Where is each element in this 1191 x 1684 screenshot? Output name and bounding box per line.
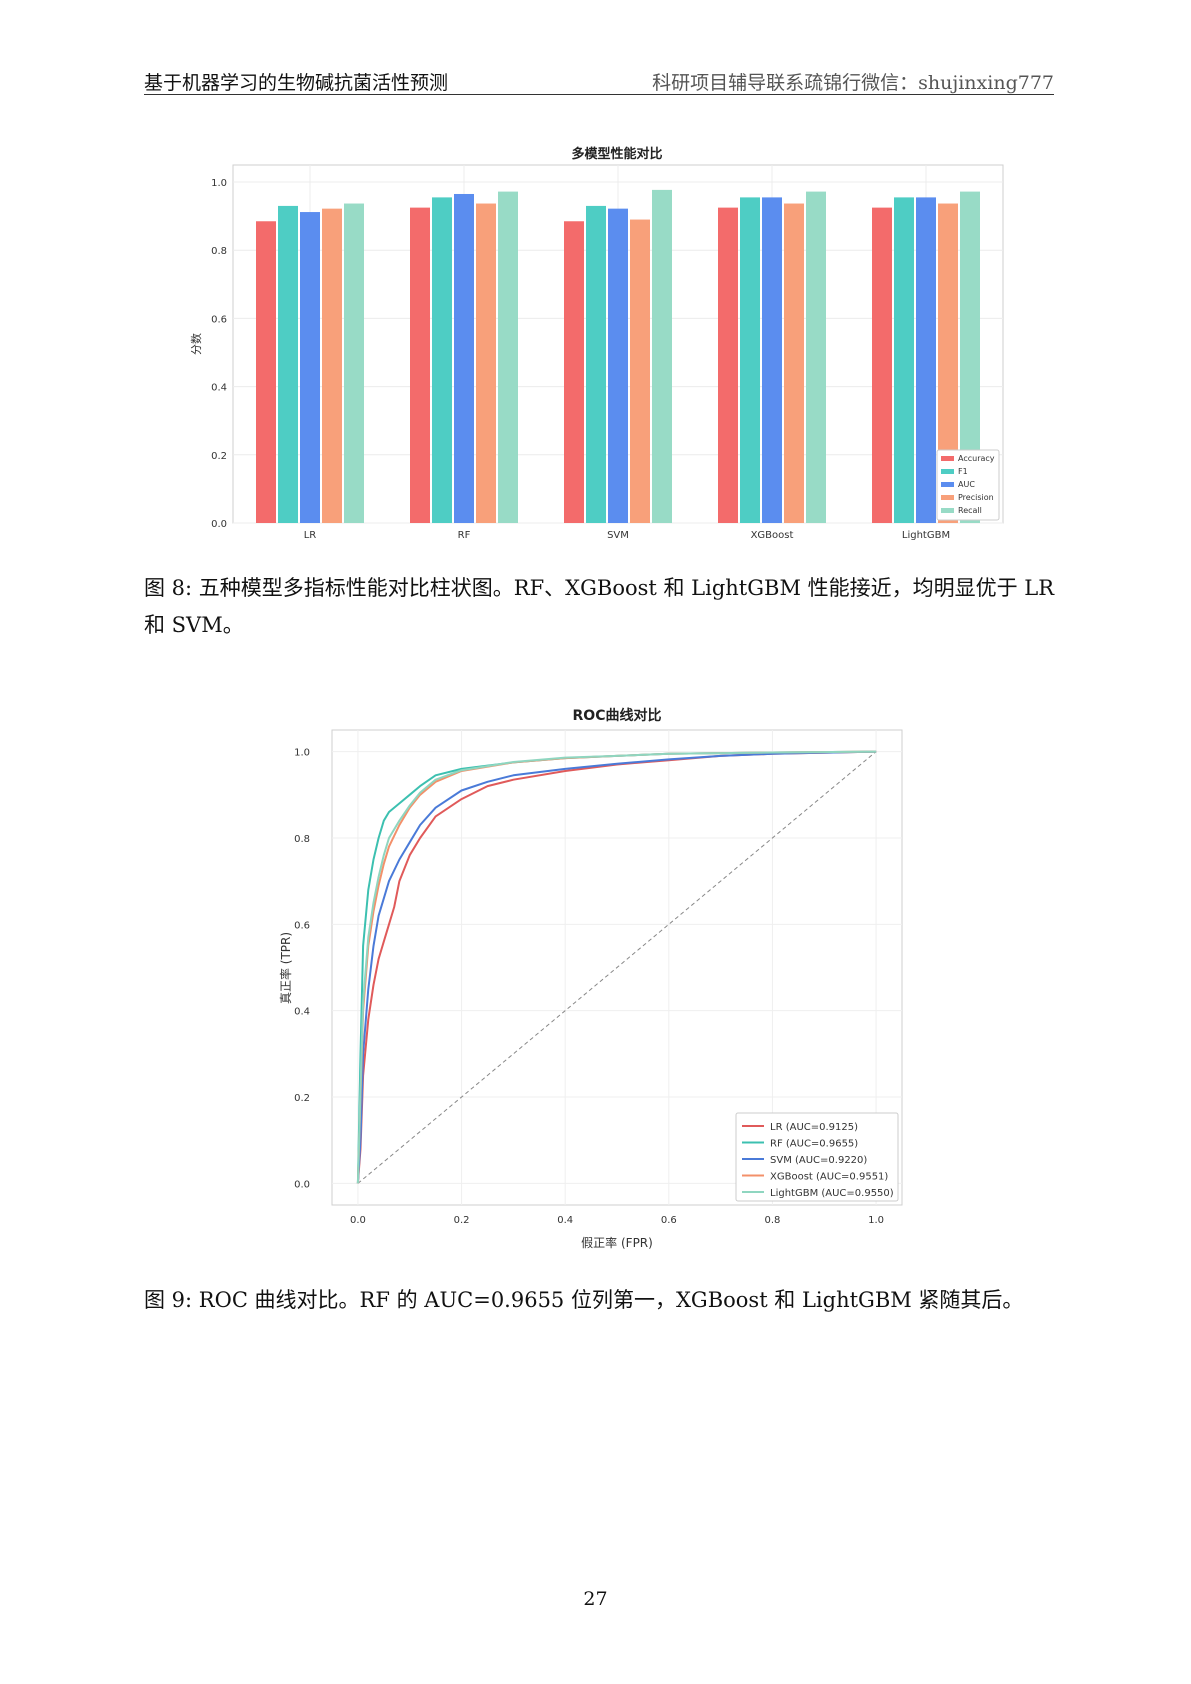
legend-label: Recall	[958, 506, 982, 515]
bar-recall-lr	[344, 203, 364, 523]
x-tick-label: LR	[304, 530, 317, 541]
bar-recall-lightgbm	[960, 191, 980, 523]
x-tick-label: 0.6	[661, 1215, 677, 1226]
figure-8-caption: 图 8: 五种模型多指标性能对比柱状图。RF、XGBoost 和 LightGB…	[144, 576, 1055, 637]
x-tick-label: 0.2	[454, 1215, 470, 1226]
bar-accuracy-svm	[564, 221, 584, 523]
bar-precision-lr	[322, 208, 342, 523]
bar-f1-rf	[432, 197, 452, 523]
bar-recall-xgboost	[806, 191, 826, 523]
x-tick-label: SVM	[607, 530, 629, 541]
x-tick-label: 0.4	[557, 1215, 573, 1226]
contact-note: 科研项目辅导联系疏锦行微信：shujinxing777	[652, 72, 1054, 94]
paper-title: 基于机器学习的生物碱抗菌活性预测	[144, 72, 449, 94]
legend-swatch	[941, 482, 954, 487]
legend-swatch	[941, 495, 954, 500]
legend-label: Accuracy	[958, 454, 995, 463]
roc-curve-lightgbm	[356, 750, 877, 1184]
page-number: 27	[583, 1588, 608, 1610]
bar-precision-svm	[630, 219, 650, 524]
legend-label: LR (AUC=0.9125)	[770, 1122, 858, 1133]
legend-label: AUC	[958, 480, 975, 489]
bar-accuracy-xgboost	[718, 207, 738, 523]
y-tick-label: 0.6	[294, 920, 310, 931]
y-tick-label: 0.4	[294, 1007, 310, 1018]
chart-title: 多模型性能对比	[571, 146, 662, 162]
legend-label: LightGBM (AUC=0.9550)	[770, 1188, 894, 1199]
y-tick-label: 0.0	[294, 1179, 310, 1190]
bar-auc-rf	[454, 193, 474, 523]
y-tick-label: 0.6	[211, 314, 227, 325]
legend-label: F1	[958, 467, 968, 476]
bar-chart: 多模型性能对比 0.0 0.2 0.4 0.6 0.8 1.0 LR RF SVM XGBoost…	[190, 146, 1004, 541]
bar-precision-lightgbm	[938, 203, 958, 523]
y-tick-label: 1.0	[211, 178, 227, 189]
legend-box	[735, 1112, 899, 1202]
x-axis-label: 假正率 (FPR)	[581, 1235, 653, 1250]
bar-f1-xgboost	[740, 197, 760, 523]
bar-f1-lr	[278, 205, 298, 523]
x-tick-label: 1.0	[868, 1215, 884, 1226]
y-tick-label: 0.8	[211, 246, 227, 257]
legend-label: XGBoost (AUC=0.9551)	[770, 1172, 888, 1183]
legend-label: RF (AUC=0.9655)	[770, 1139, 858, 1150]
x-tick-label: 0.0	[350, 1215, 366, 1226]
running-header: 基于机器学习的生物碱抗菌活性预测 科研项目辅导联系疏锦行微信：shujinxin…	[144, 64, 1054, 95]
chart-legend: LR (AUC=0.9125) RF (AUC=0.9655) SVM (AUC=0…	[735, 1112, 899, 1202]
chance-diagonal	[357, 751, 877, 1184]
legend-swatch	[941, 508, 954, 513]
figure-9: ROC曲线对比 0.0 0.2 0.4 0.6 0.8 1.0 0.0 0.2 0.4 0.6 0.…	[270, 700, 920, 1260]
bar-f1-svm	[586, 205, 606, 523]
x-tick-label: XGBoost	[751, 530, 794, 541]
figure-9-caption: 图 9: ROC 曲线对比。RF 的 AUC=0.9655 位列第一，XGBoo…	[144, 1288, 1024, 1312]
figure-8: 多模型性能对比 0.0 0.2 0.4 0.6 0.8 1.0 LR RF SVM XGBoost…	[190, 140, 1010, 550]
bar-accuracy-lightgbm	[872, 207, 892, 523]
chart-legend: Accuracy F1 AUC Precision Recall	[936, 449, 1000, 521]
bar-accuracy-rf	[410, 207, 430, 523]
y-tick-label: 0.8	[294, 834, 310, 845]
y-tick-label: 0.2	[294, 1093, 310, 1104]
legend-label: Precision	[958, 493, 994, 502]
y-tick-label: 0.0	[211, 519, 227, 530]
legend-box	[936, 449, 1000, 521]
x-tick-label: LightGBM	[902, 530, 950, 541]
bar-accuracy-lr	[256, 221, 276, 523]
bar-auc-lr	[300, 212, 320, 523]
roc-curve-svm	[356, 750, 877, 1184]
bar-auc-xgboost	[762, 197, 782, 523]
chart-title: ROC曲线对比	[573, 707, 662, 724]
x-tick-label: RF	[458, 530, 471, 541]
bar-recall-rf	[498, 191, 518, 523]
bar-f1-lightgbm	[894, 197, 914, 523]
y-tick-label: 0.4	[211, 383, 227, 394]
y-axis-label: 分数	[190, 333, 203, 355]
bar-precision-rf	[476, 203, 496, 523]
y-tick-label: 1.0	[294, 748, 310, 759]
roc-chart: ROC曲线对比 0.0 0.2 0.4 0.6 0.8 1.0 0.0 0.2 0.4 0.6 0.…	[278, 707, 903, 1250]
bar-auc-svm	[608, 208, 628, 523]
legend-label: SVM (AUC=0.9220)	[770, 1155, 867, 1166]
bar-auc-lightgbm	[916, 197, 936, 523]
bar-recall-svm	[652, 189, 672, 523]
y-axis-label: 真正率 (TPR)	[278, 932, 293, 1004]
legend-swatch	[941, 456, 954, 461]
legend-swatch	[941, 469, 954, 474]
x-tick-label: 0.8	[765, 1215, 781, 1226]
plot-frame	[331, 729, 903, 1206]
y-tick-label: 0.2	[211, 451, 227, 462]
bar-precision-xgboost	[784, 203, 804, 523]
